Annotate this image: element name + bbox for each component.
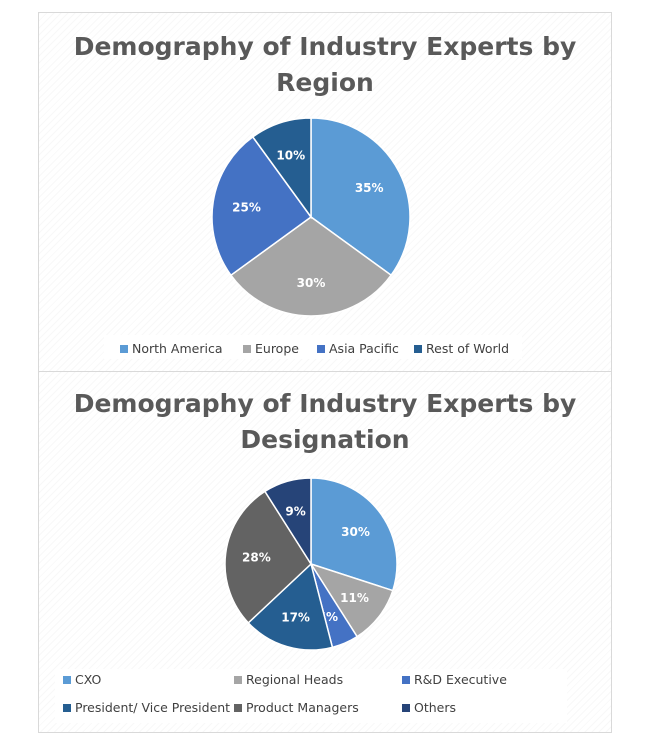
slice-label-product-managers: 28%: [242, 551, 271, 565]
slice-label-north-america: 35%: [355, 181, 384, 195]
slice-label-asia-pacific: 25%: [232, 200, 261, 214]
legend-swatch: [63, 703, 71, 712]
region-pie-chart: 35% 30% 25% 10%: [211, 117, 411, 317]
legend-item-north-america: North America: [120, 341, 223, 356]
legend-swatch: [402, 675, 410, 684]
designation-chart-title: Demography of Industry Experts by Design…: [39, 386, 611, 458]
legend-item-regional-heads: Regional Heads: [234, 672, 343, 687]
pie-slice-product-managers: [224, 490, 312, 624]
legend-label: R&D Executive: [414, 672, 507, 687]
region-chart-title-line-2: Region: [276, 68, 374, 97]
pie-slice-president-vice-president: [247, 562, 334, 651]
slice-label-rest-of-world: 10%: [276, 148, 305, 162]
pie-slice-europe: [229, 216, 393, 317]
slice-label-cxo: 30%: [341, 525, 370, 539]
slice-label-europe: 30%: [297, 276, 326, 290]
legend-label: Others: [414, 700, 457, 715]
designation-chart-legend: CXO Regional Heads R&D Executive President/…: [55, 669, 567, 723]
slice-label-others: 9%: [285, 505, 305, 519]
legend-label: President/ Vice President: [75, 700, 231, 715]
legend-label: CXO: [75, 672, 102, 687]
legend-item-cxo: CXO: [63, 672, 101, 687]
legend-label: North America: [132, 341, 223, 356]
legend-item-r-d-executive: R&D Executive: [402, 672, 507, 687]
legend-swatch: [243, 344, 251, 353]
legend-swatch: [120, 344, 128, 353]
legend-label: Asia Pacific: [329, 341, 399, 356]
legend-item-europe: Europe: [243, 341, 299, 356]
pie-slice-cxo: [310, 477, 398, 592]
region-chart-title: Demography of Industry Experts by Region: [39, 29, 611, 101]
legend-label: Rest of World: [426, 341, 510, 356]
designation-chart-title-line-1: Demography of Industry Experts by: [73, 389, 577, 418]
legend-swatch: [317, 344, 325, 353]
slice-label-president-vice-president: 17%: [281, 610, 310, 624]
slice-label-regional-heads: 11%: [340, 591, 369, 605]
region-chart-panel: Demography of Industry Experts by Region…: [38, 12, 612, 372]
legend-label: Product Managers: [246, 700, 359, 715]
legend-item-others: Others: [402, 700, 456, 715]
region-chart-legend: North America Europe Asia Pacific Rest of W…: [104, 335, 522, 359]
legend-swatch: [414, 344, 422, 353]
legend-label: Europe: [255, 341, 299, 356]
pie-slice-asia-pacific: [211, 135, 313, 277]
legend-label: Regional Heads: [246, 672, 344, 687]
legend-item-president-vice-president: President/ Vice President: [63, 700, 230, 715]
legend-item-asia-pacific: Asia Pacific: [317, 341, 399, 356]
pie-slice-north-america: [310, 117, 411, 277]
legend-swatch: [234, 675, 242, 684]
pie-slice-others: [263, 477, 312, 567]
legend-swatch: [63, 675, 71, 684]
legend-swatch: [402, 703, 410, 712]
legend-item-product-managers: Product Managers: [234, 700, 359, 715]
legend-swatch: [234, 703, 242, 712]
designation-chart-title-line-2: Designation: [240, 425, 410, 454]
region-chart-title-line-1: Demography of Industry Experts by: [73, 32, 577, 61]
designation-chart-panel: Demography of Industry Experts by Design…: [38, 371, 612, 733]
designation-pie-chart: 30%11%5%17%28%9%: [224, 477, 398, 651]
pie-slice-rest-of-world: [251, 117, 312, 220]
legend-item-rest-of-world: Rest of World: [414, 341, 509, 356]
